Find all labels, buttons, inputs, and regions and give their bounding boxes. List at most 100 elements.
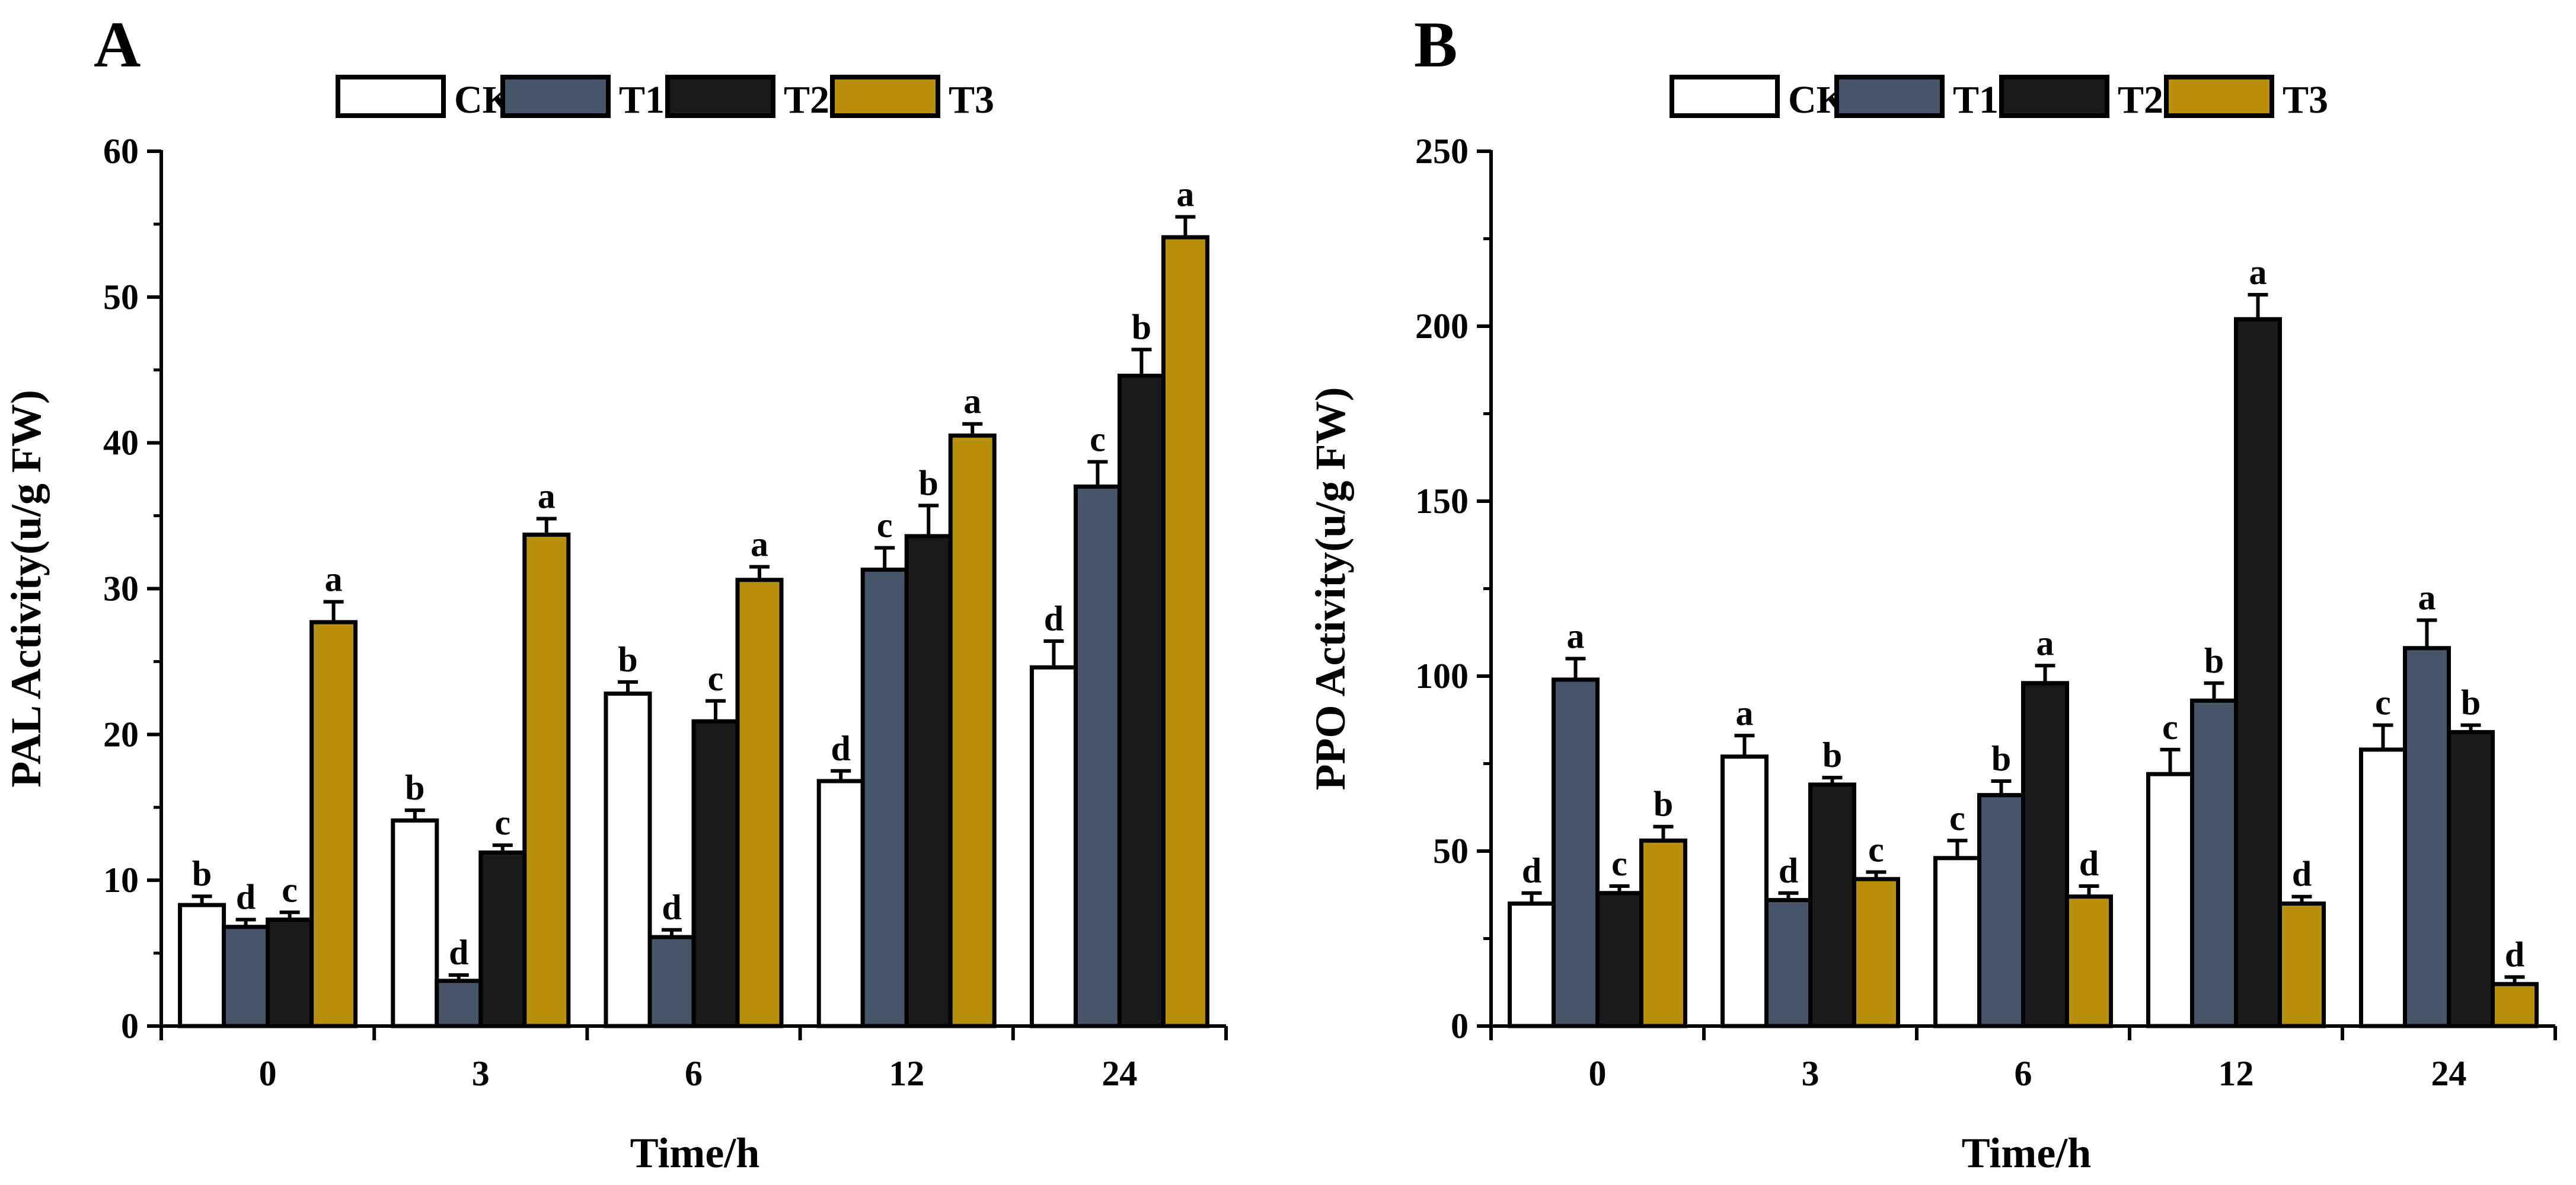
sig-label-t1-6: d: [662, 888, 681, 927]
sig-label-t1-0: a: [1567, 617, 1585, 656]
bar-t2-0: [266, 918, 314, 1028]
bar-t1-24: [2403, 646, 2451, 1028]
x-tick-label: 6: [2015, 1054, 2032, 1093]
y-tick-label: 200: [1415, 307, 1469, 346]
bar-t1-6: [647, 935, 696, 1028]
bar-ck-0: [178, 903, 226, 1028]
bar-t2-3: [1808, 782, 1856, 1028]
sig-label-t1-12: b: [2204, 641, 2224, 680]
sig-label-t3-0: b: [1654, 785, 1673, 824]
y-tick-label: 30: [103, 569, 139, 609]
y-tick-label: 100: [1415, 657, 1469, 696]
bar-t2-24: [1117, 374, 1166, 1028]
y-tick-label: 250: [1415, 132, 1469, 171]
bar-t3-6: [2065, 894, 2113, 1028]
x-tick-label: 6: [685, 1054, 703, 1093]
sig-label-t1-6: b: [1991, 739, 2011, 778]
sig-label-t3-0: a: [325, 560, 343, 599]
bar-t3-0: [1639, 838, 1687, 1028]
y-tick-label: 10: [103, 861, 139, 900]
legend: CK T1 T2 T3: [336, 75, 994, 122]
bar-ck-24: [2359, 747, 2407, 1028]
sig-label-t3-3: a: [538, 477, 556, 516]
sig-label-t1-0: d: [236, 878, 256, 917]
bar-t3-12: [948, 433, 997, 1028]
y-tick-label: 60: [103, 132, 139, 171]
bar-ck-24: [1029, 665, 1078, 1028]
sig-label-t1-24: c: [1090, 420, 1106, 459]
bar-ck-6: [604, 692, 652, 1028]
bar-t1-3: [435, 979, 483, 1028]
legend-swatch-t3: [830, 75, 940, 118]
bar-t1-3: [1764, 898, 1812, 1028]
sig-label-t2-6: c: [708, 659, 724, 698]
legend-label-t3: T3: [2283, 78, 2328, 122]
sig-label-ck-0: d: [1522, 851, 1541, 890]
x-tick-label: 3: [1802, 1054, 1820, 1093]
legend-swatch-t2: [1999, 75, 2109, 118]
legend-label-t3: T3: [949, 78, 994, 122]
sig-label-t2-0: c: [1611, 844, 1627, 883]
sig-label-ck-3: b: [405, 768, 424, 807]
bar-t3-6: [735, 578, 784, 1028]
x-tick-label: 0: [1589, 1054, 1607, 1093]
x-tick-label: 24: [2431, 1054, 2467, 1093]
sig-label-t2-24: b: [1132, 307, 1151, 346]
sig-label-t1-3: d: [449, 933, 468, 972]
sig-label-t3-6: a: [751, 525, 768, 564]
bar-t3-3: [522, 533, 571, 1028]
legend-label-t1: T1: [619, 78, 665, 122]
x-tick-label: 12: [889, 1054, 924, 1093]
bar-ck-12: [2146, 772, 2194, 1028]
x-tick-label: 3: [472, 1054, 490, 1093]
sig-label-t1-24: a: [2418, 578, 2436, 617]
sig-label-t2-6: a: [2036, 623, 2054, 662]
y-tick-label: 20: [103, 715, 139, 754]
x-axis-title: Time/h: [630, 1129, 760, 1177]
sig-label-ck-24: c: [2375, 683, 2391, 722]
sig-label-t3-6: d: [2079, 844, 2099, 883]
panel-letter: B: [1414, 8, 1457, 81]
x-tick-label: 0: [259, 1054, 277, 1093]
legend-swatch-ck: [336, 75, 446, 118]
x-axis-title: Time/h: [1962, 1129, 2092, 1177]
bar-t3-3: [1852, 877, 1900, 1028]
legend-swatch-t1: [500, 75, 611, 118]
sig-label-ck-24: d: [1044, 599, 1064, 638]
y-axis-title: PAL Activity(u/g FW): [2, 390, 50, 788]
sig-label-t1-3: d: [1779, 851, 1798, 890]
sig-label-ck-0: b: [192, 854, 212, 893]
sig-label-t3-3: c: [1868, 830, 1884, 869]
legend-swatch-t3: [2164, 75, 2274, 118]
bar-ck-0: [1508, 902, 1556, 1028]
bar-ck-12: [816, 779, 865, 1028]
sig-label-ck-3: a: [1736, 693, 1754, 732]
sig-label-t1-12: c: [877, 506, 893, 545]
panel-b: BCK T1 T2 T3dacbadbccbadcbadcabd05010015020…: [1307, 8, 2557, 1177]
bar-t1-12: [860, 568, 909, 1028]
y-tick-label: 40: [103, 423, 139, 463]
sig-label-t3-12: a: [963, 382, 981, 421]
bar-t2-6: [691, 719, 740, 1028]
legend-label-t2: T2: [784, 78, 829, 122]
sig-label-t2-12: a: [2249, 253, 2267, 292]
sig-label-t3-24: d: [2505, 935, 2524, 974]
sig-label-t2-12: b: [919, 463, 939, 502]
bar-t3-24: [1161, 235, 1209, 1028]
legend-label-t2: T2: [2118, 78, 2163, 122]
y-tick-label: 50: [103, 278, 139, 317]
y-tick-label: 0: [121, 1006, 139, 1046]
y-tick-label: 50: [1433, 832, 1469, 871]
sig-label-t2-24: b: [2461, 683, 2481, 722]
bar-t2-6: [2021, 681, 2069, 1028]
bar-t2-0: [1595, 891, 1643, 1028]
sig-label-t2-3: c: [494, 803, 510, 842]
legend-swatch-t1: [1834, 75, 1945, 118]
bar-t3-12: [2278, 902, 2326, 1028]
x-tick-label: 12: [2219, 1054, 2254, 1093]
bar-t1-24: [1073, 484, 1122, 1028]
sig-label-t3-24: a: [1176, 175, 1194, 214]
sig-label-t2-0: c: [282, 870, 298, 909]
